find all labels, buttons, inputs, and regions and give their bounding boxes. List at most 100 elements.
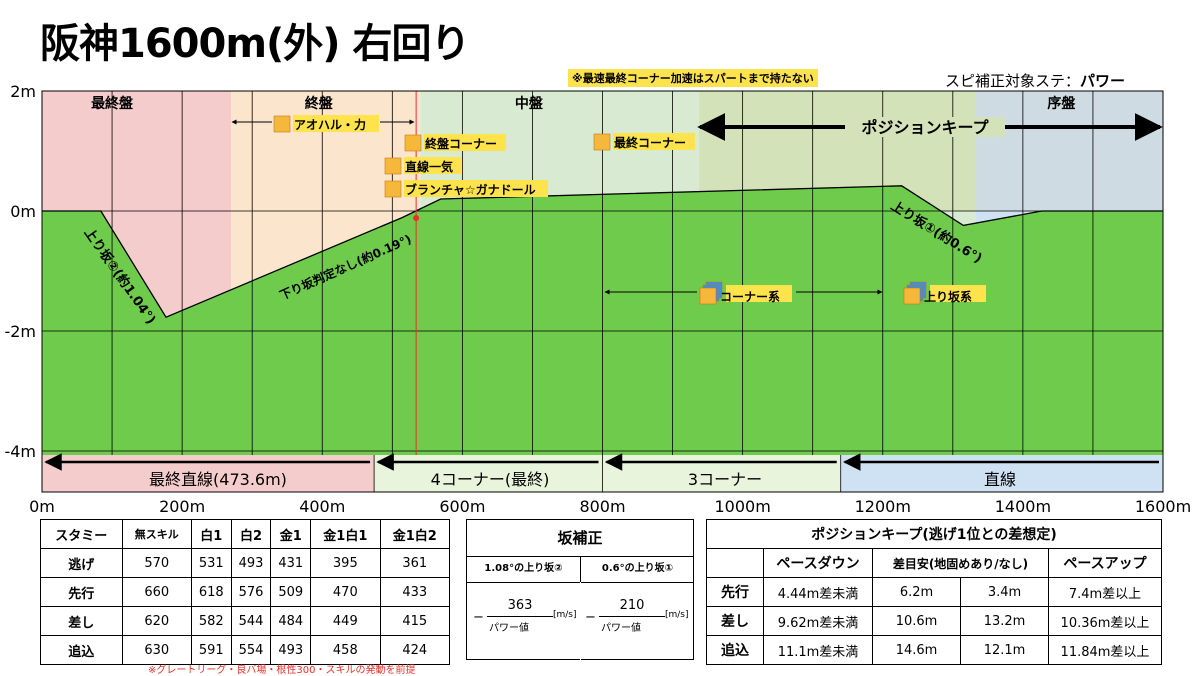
stamina-cell: 361 [379, 548, 451, 578]
elevation-line [42, 185, 1163, 319]
stamina-cell: 630 [121, 635, 192, 665]
stamina-cell: 449 [310, 606, 381, 636]
x-tick-label: 600m [439, 497, 485, 516]
stamina-cell: 618 [190, 577, 232, 607]
slope-correction-box: 坂補正 1.08°の上り坂② 0.6°の上り坂① − 363 パワー値 [m/s… [466, 519, 694, 660]
skill-badge: 上り坂系 [903, 281, 972, 305]
marker-dot [413, 215, 420, 221]
position-cell: 13.2m [959, 606, 1050, 636]
stamina-cell: 458 [310, 635, 381, 665]
page-title: 阪神1600m(外) 右回り [40, 21, 470, 67]
stamina-cell: 415 [379, 606, 451, 636]
stamina-cell: 576 [230, 577, 272, 607]
table-row: 先行 4.44m差未満 6.2m 3.4m 7.4m差以上 [706, 577, 1162, 607]
position-header-4: ペースアップ [1048, 548, 1162, 578]
skill-label-bg [424, 134, 506, 151]
skill-badge: 終盤コーナー [404, 134, 497, 152]
phase-label: 終盤 [305, 95, 334, 112]
skill-badge: 最終コーナー [593, 133, 686, 151]
section-label: 直線 [984, 470, 1016, 489]
stamina-cell: 先行 [40, 577, 123, 607]
skill-icon [384, 180, 402, 198]
position-cell: 先行 [706, 577, 764, 607]
stamina-cell: 484 [270, 606, 312, 636]
skill-label-bg [613, 133, 695, 150]
x-tick-label: 400m [299, 497, 345, 516]
position-cell: 14.6m [872, 635, 961, 665]
skill-label: 最終コーナー [614, 135, 686, 150]
x-tick-label: 1000m [714, 497, 770, 516]
stamina-header: 白2 [230, 519, 272, 549]
x-tick-label: 1600m [1135, 497, 1191, 516]
section-label: 4コーナー(最終) [431, 470, 550, 489]
stamina-cell: 逃げ [40, 548, 123, 578]
skill-label: 直線一気 [405, 159, 453, 174]
stamina-cell: 493 [270, 635, 312, 665]
slope-unit-1: [m/s] [553, 610, 577, 620]
stamina-cell: 591 [190, 635, 232, 665]
slope-den-2: パワー値 [601, 623, 641, 634]
position-cell: 差し [706, 606, 764, 636]
start-phase-band [975, 91, 1163, 211]
x-tick-label: 800m [579, 497, 625, 516]
position-header-1: ペースダウン [763, 548, 873, 578]
stamina-cell: 395 [310, 548, 381, 578]
skill-badge: ブランチャ☆ガナドール [384, 180, 536, 198]
skill-icon [404, 134, 422, 152]
stamina-cell: 660 [121, 577, 192, 607]
stamina-cell: 493 [230, 548, 272, 578]
position-keep-table: ポジションキープ(逃げ1位との差想定) ペースダウン 差目安(地固めあり/なし)… [706, 519, 1162, 665]
stamina-cell: 509 [270, 577, 312, 607]
skill-label: アオハル・力 [294, 117, 366, 132]
slope-num-1: 363 [507, 598, 533, 613]
slope-unit-2: [m/s] [665, 610, 689, 620]
phase-label: 最終盤 [91, 95, 134, 112]
slope-col2-header: 0.6°の上り坂① [581, 556, 694, 583]
position-cell: 6.2m [872, 577, 961, 607]
position-cell: 10.36m差以上 [1048, 606, 1162, 636]
position-header-0 [706, 548, 764, 578]
stamina-cell: 470 [310, 577, 381, 607]
position-cell: 7.4m差以上 [1048, 577, 1162, 607]
skill-label: コーナー系 [720, 289, 780, 304]
position-cell: 3.4m [959, 577, 1050, 607]
position-cell: 11.84m差以上 [1048, 635, 1162, 665]
stamina-cell: 570 [121, 548, 192, 578]
skill-label: 上り坂系 [924, 289, 972, 304]
skill-icon [384, 157, 402, 175]
skill-label-bg [404, 180, 548, 197]
position-keep-label: ポジションキープ [861, 118, 989, 137]
x-tick-label: 0m [29, 497, 55, 516]
stamina-header: 金1白1 [310, 519, 381, 549]
position-keep-label-bg [845, 117, 1005, 137]
position-cell: 11.1m差未満 [763, 635, 873, 665]
stamina-cell: 追込 [40, 635, 123, 665]
position-table-title: ポジションキープ(逃げ1位との差想定) [706, 519, 1162, 549]
x-tick-label: 1200m [855, 497, 911, 516]
skill-label: 終盤コーナー [425, 136, 497, 151]
skill-label-bg [726, 285, 792, 302]
stamina-cell: 431 [270, 548, 312, 578]
table-row: 追込 11.1m差未満 14.6m 12.1m 11.84m差以上 [706, 635, 1162, 665]
skill-badge: コーナー系 [699, 281, 780, 305]
skill-badge: アオハル・力 [273, 115, 366, 133]
spi-label: スピ補正対象ステ：パワー [945, 70, 1125, 91]
footnote: ※グレートリーグ・良バ場・根性300・スキルの発動を前提 [148, 665, 416, 676]
stamina-header: 金1 [270, 519, 312, 549]
y-tick-label: -4m [4, 442, 36, 461]
phase-label: 中盤 [515, 95, 544, 112]
position-cell: 9.62m差未満 [763, 606, 873, 636]
stamina-cell: 544 [230, 606, 272, 636]
skill-icon [273, 115, 291, 133]
skill-icon [699, 287, 717, 305]
table-row: 逃げ 570 531 493 431 395 361 [40, 548, 451, 578]
position-cell: 追込 [706, 635, 764, 665]
stamina-header: 金1白2 [379, 519, 451, 549]
x-tick-label: 200m [159, 497, 205, 516]
y-tick-label: 0m [10, 202, 36, 221]
stamina-cell: 424 [379, 635, 451, 665]
skill-label-bg [930, 285, 986, 302]
position-cell: 10.6m [872, 606, 961, 636]
skill-label-bg [293, 115, 379, 132]
y-tick-label: -2m [4, 322, 36, 341]
